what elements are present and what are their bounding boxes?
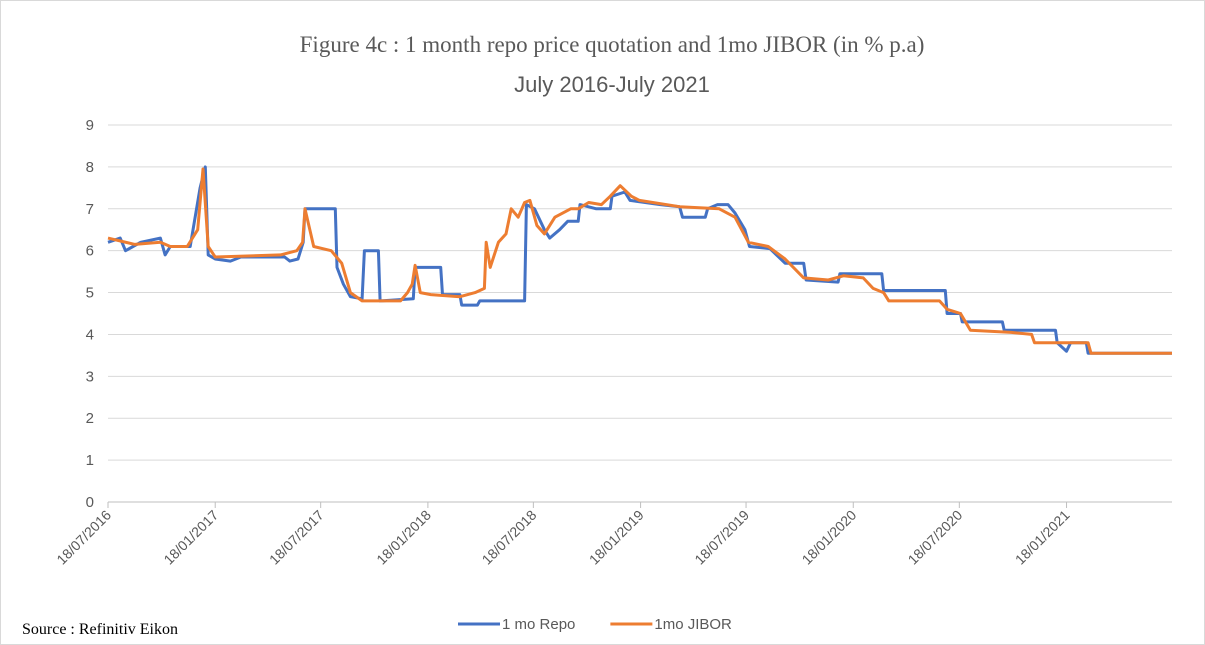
y-tick-label: 8	[86, 159, 94, 176]
y-tick-label: 5	[86, 285, 94, 302]
series-line	[107, 167, 1172, 355]
y-tick-label: 0	[86, 494, 94, 511]
y-tick-label: 1	[86, 452, 94, 469]
y-tick-label: 7	[86, 201, 94, 218]
y-tick-label: 4	[86, 326, 94, 343]
y-tick-label: 3	[86, 368, 94, 385]
y-tick-label: 9	[86, 117, 94, 134]
y-tick-label: 6	[86, 243, 94, 260]
legend-label: 1 mo Repo	[502, 616, 575, 633]
legend-label: 1mo JIBOR	[654, 616, 732, 633]
chart-title: Figure 4c : 1 month repo price quotation…	[300, 32, 925, 57]
source-note: Source : Refinitiv Eikon	[22, 621, 178, 638]
y-tick-label: 2	[86, 410, 94, 427]
chart-subtitle: July 2016-July 2021	[514, 72, 710, 97]
